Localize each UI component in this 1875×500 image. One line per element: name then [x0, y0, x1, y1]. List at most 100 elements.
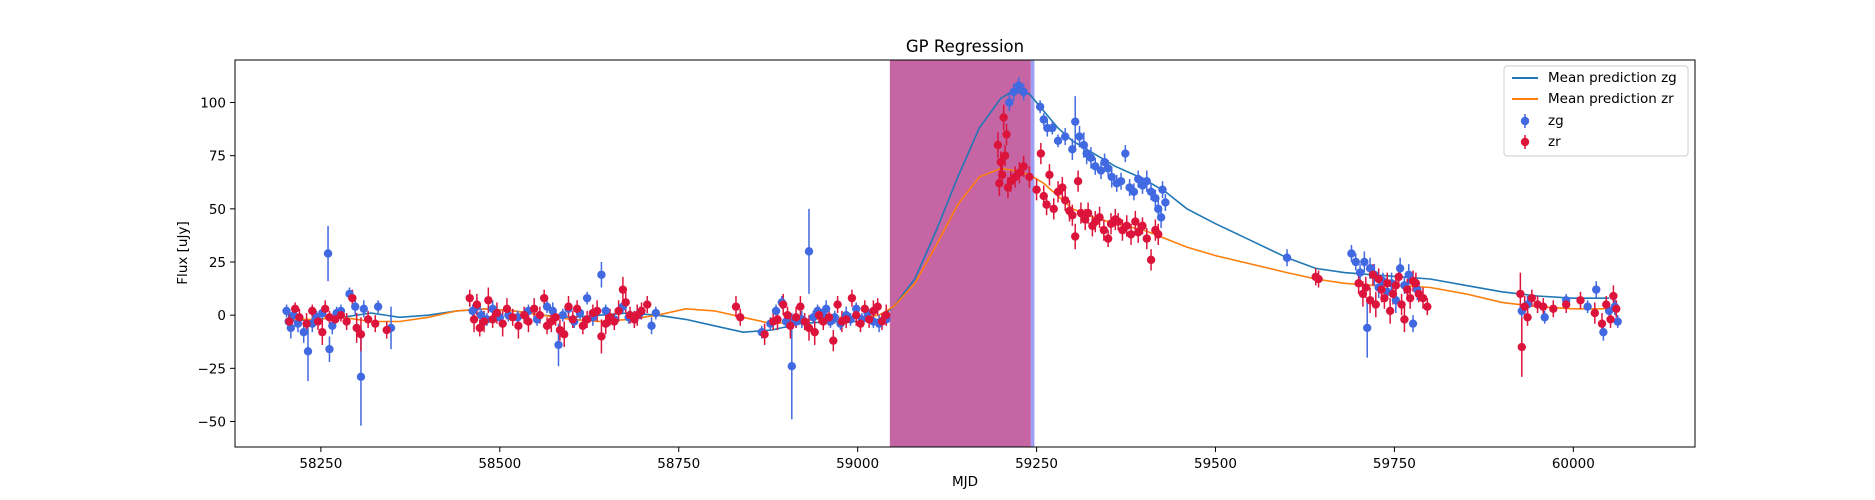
point-zr-76	[833, 300, 842, 309]
point-zr-79	[847, 293, 857, 303]
point-zr-12	[348, 293, 357, 303]
y-tick-label-0: 0	[217, 308, 226, 324]
legend-box	[1503, 65, 1689, 157]
point-zr-151	[1397, 300, 1406, 309]
point-zg-88	[1086, 153, 1096, 163]
y-axis-ticks: −50 −25 0 25 50 75 100	[198, 96, 235, 430]
point-zr-3	[302, 319, 311, 328]
x-tick-label-59500: 59500	[1194, 456, 1237, 472]
point-zg-10	[323, 249, 333, 258]
point-zr-144	[1377, 285, 1386, 294]
point-zr-24	[488, 315, 497, 324]
point-zr-127	[1126, 230, 1136, 239]
point-zr-160	[1516, 289, 1525, 299]
point-zr-34	[539, 293, 549, 303]
point-zr-175	[1612, 304, 1621, 313]
point-zg-4	[293, 319, 303, 328]
y-tick-label-50: 50	[209, 202, 226, 218]
x-tick-label-58750: 58750	[657, 456, 700, 472]
point-zr-130	[1138, 221, 1147, 231]
y-tick-label--25: −25	[198, 361, 227, 377]
legend-label-zr: zr	[1548, 134, 1561, 150]
point-zr-47	[597, 332, 606, 341]
point-zr-57	[637, 306, 646, 316]
point-zr-59	[731, 302, 741, 311]
point-zg-2	[286, 323, 296, 333]
point-zr-90	[996, 157, 1005, 167]
point-zg-17	[356, 372, 366, 382]
point-zg-113	[1363, 323, 1372, 333]
point-zg-86	[1079, 140, 1089, 150]
point-zr-99	[1019, 162, 1028, 171]
point-zg-112	[1360, 257, 1369, 267]
point-zg-107	[1161, 198, 1170, 207]
point-zr-69	[800, 317, 809, 326]
point-zr-5	[313, 317, 323, 326]
point-zr-60	[736, 313, 745, 322]
shaded-regions	[889, 60, 1035, 447]
point-zr-103	[1039, 191, 1048, 201]
point-zg-110	[1351, 257, 1360, 267]
point-zg-111	[1355, 268, 1365, 277]
point-zr-61	[760, 330, 769, 339]
point-zr-78	[841, 315, 851, 324]
point-zg-41	[601, 306, 610, 316]
point-zr-2	[295, 313, 304, 322]
point-zr-48	[601, 319, 610, 328]
point-zr-142	[1371, 300, 1381, 309]
point-zr-33	[535, 310, 545, 320]
point-zg-5	[299, 327, 308, 337]
legend-label-zg-line: Mean prediction zg	[1548, 70, 1677, 86]
point-zg-38	[582, 293, 592, 303]
point-zg-114	[1365, 264, 1375, 273]
x-tick-label-59000: 59000	[836, 456, 879, 472]
point-zr-32	[529, 304, 539, 313]
point-zr-119	[1095, 213, 1104, 222]
point-zr-108	[1058, 183, 1067, 192]
point-zr-27	[502, 304, 512, 313]
point-zg-132	[1599, 327, 1608, 337]
point-zr-44	[582, 315, 592, 324]
x-tick-label-59250: 59250	[1015, 456, 1058, 472]
point-zr-100	[1025, 172, 1034, 182]
point-zr-167	[1549, 304, 1558, 313]
point-zr-129	[1133, 228, 1143, 237]
point-zg-76	[1019, 87, 1028, 97]
point-zr-1	[290, 304, 300, 313]
point-zr-120	[1099, 225, 1109, 235]
point-zr-66	[786, 321, 795, 330]
point-zr-71	[810, 327, 819, 337]
point-zr-95	[1003, 183, 1013, 192]
point-zg-101	[1142, 177, 1151, 186]
point-zr-101	[1032, 185, 1041, 194]
point-zr-137	[1354, 279, 1363, 288]
x-tick-label-60000: 60000	[1552, 456, 1595, 472]
point-zg-130	[1583, 302, 1592, 311]
point-zg-98	[1129, 187, 1139, 197]
point-zr-82	[860, 304, 870, 313]
point-zr-169	[1576, 296, 1585, 305]
point-zg-83	[1068, 145, 1077, 154]
point-zr-136	[1314, 274, 1323, 284]
shaded-region-0	[889, 60, 1031, 447]
point-zg-121	[1395, 264, 1405, 273]
legend: Mean prediction zg Mean prediction zr zg…	[1503, 65, 1689, 157]
point-zg-89	[1091, 162, 1100, 171]
point-zr-116	[1083, 208, 1093, 218]
point-zr-37	[551, 313, 560, 322]
point-zr-115	[1081, 215, 1090, 224]
point-zr-111	[1068, 211, 1077, 220]
shaded-region-1	[1030, 60, 1035, 447]
point-zg-67	[852, 304, 861, 313]
point-zr-166	[1539, 302, 1548, 311]
legend-label-zr-line: Mean prediction zr	[1548, 91, 1674, 107]
point-zr-138	[1358, 289, 1368, 299]
point-zg-33	[554, 340, 563, 350]
point-zg-82	[1060, 132, 1070, 141]
point-zr-146	[1383, 279, 1392, 288]
point-zr-106	[1049, 204, 1058, 214]
point-zg-95	[1116, 177, 1126, 186]
point-zr-51	[614, 306, 623, 316]
point-zr-29	[514, 321, 523, 330]
point-zr-23	[484, 296, 493, 305]
